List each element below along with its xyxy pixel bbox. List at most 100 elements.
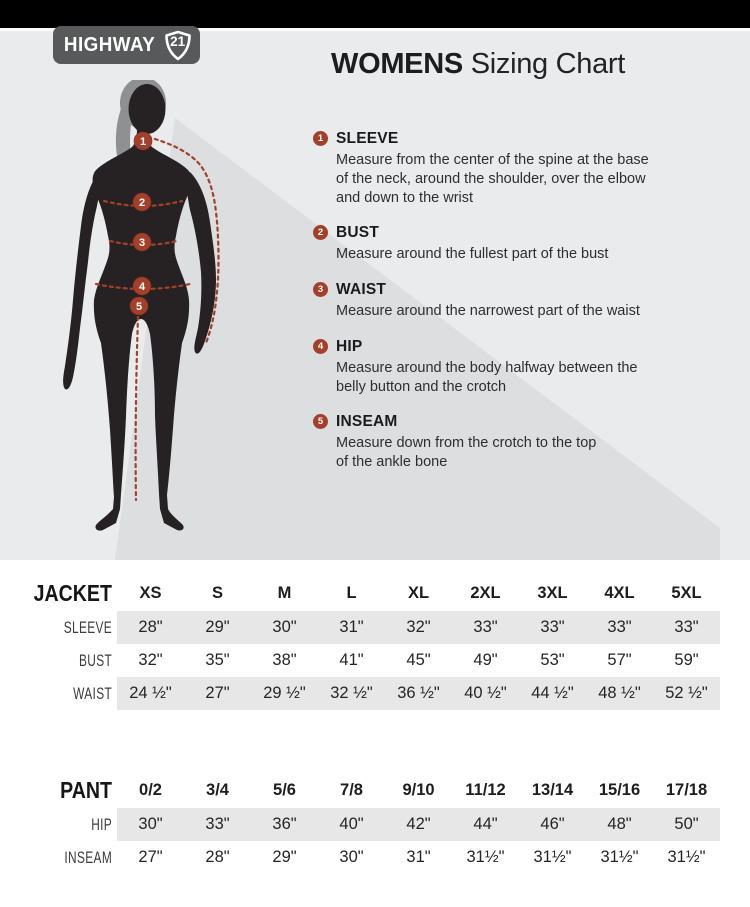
marker-3: 3 <box>132 232 152 252</box>
hip-measure-line <box>94 282 192 291</box>
row-label: HIP <box>91 815 113 834</box>
size-value: 48" <box>586 808 653 841</box>
size-column-header: L <box>346 584 357 602</box>
brand-logo: HIGHWAY 21 <box>53 26 200 64</box>
size-column-header: 5/6 <box>273 781 296 799</box>
size-value: 27" <box>184 677 251 710</box>
measurement-description: Measure around the body halfway between … <box>336 360 638 395</box>
table-row: SLEEVE 28" 29" 30" 31" 32" 33" 33" 33" 33" <box>14 611 750 644</box>
svg-text:5: 5 <box>136 301 142 313</box>
row-label: INSEAM <box>64 848 113 867</box>
size-value: 30" <box>117 808 184 841</box>
size-tables-section: JACKET XS S M L XL 2XL 3XL 4XL 5XL SLEEVE 28" 29" 30"… <box>0 560 750 907</box>
size-column-header: 15/16 <box>598 781 641 799</box>
measurement-description: Measure down from the crotch to the top … <box>336 435 597 470</box>
head-shape <box>128 84 166 134</box>
measurement-label: INSEAM <box>336 413 398 430</box>
size-value: 33" <box>184 808 251 841</box>
right-arm-shape <box>186 172 216 354</box>
size-value: 33" <box>452 611 519 644</box>
size-column-header: XL <box>407 584 430 602</box>
measurement-item-sleeve: 1 SLEEVE Measure from the center of the … <box>313 130 725 208</box>
size-value: 29" <box>272 848 297 866</box>
divider-line <box>0 28 750 31</box>
table-header-row: PANT 0/2 3/4 5/6 7/8 9/10 11/12 13/14 15/16 17/18 <box>14 772 750 808</box>
size-value: 31½" <box>533 848 572 866</box>
left-arm-shape <box>63 172 103 390</box>
size-value: 33" <box>519 611 586 644</box>
measurement-label: BUST <box>336 224 379 241</box>
size-value: 45" <box>406 651 431 669</box>
size-value: 33" <box>653 611 720 644</box>
measurement-label: HIP <box>336 338 363 355</box>
row-label: BUST <box>78 651 113 670</box>
size-value: 42" <box>385 808 452 841</box>
svg-text:1: 1 <box>140 136 146 148</box>
size-value: 24 ½" <box>117 677 184 710</box>
size-column-header: 2XL <box>470 584 501 602</box>
size-value: 59" <box>674 651 699 669</box>
bust-measure-line <box>102 199 184 208</box>
size-column-header: 5XL <box>671 584 702 602</box>
size-column-header: 0/2 <box>139 781 162 799</box>
size-value: 52 ½" <box>653 677 720 710</box>
size-value: 36 ½" <box>385 677 452 710</box>
hero-section: 1 2 3 4 5 HIGHWAY 21 WOMENS Sizing Chart <box>0 26 750 560</box>
brand-name: HIGHWAY <box>64 33 156 56</box>
marker-4: 4 <box>132 276 152 296</box>
size-value: 44" <box>452 808 519 841</box>
size-value: 29 ½" <box>251 677 318 710</box>
number-badge: 3 <box>313 282 328 297</box>
size-value: 57" <box>607 651 632 669</box>
size-column-header: 7/8 <box>340 781 363 799</box>
size-value: 27" <box>138 848 163 866</box>
size-value: 30" <box>339 848 364 866</box>
measurement-item-bust: 2 BUST Measure around the fullest part o… <box>313 224 725 264</box>
size-value: 28" <box>205 848 230 866</box>
table-row: BUST 32" 35" 38" 41" 45" 49" 53" 57" 59" <box>14 644 750 677</box>
size-column-header: 13/14 <box>531 781 574 799</box>
measurement-description: Measure around the fullest part of the b… <box>336 246 609 262</box>
size-value: 49" <box>473 651 498 669</box>
page-title: WOMENS Sizing Chart <box>331 48 625 81</box>
measurement-item-hip: 4 HIP Measure around the body halfway be… <box>313 338 725 397</box>
number-badge: 4 <box>313 339 328 354</box>
table-row: WAIST 24 ½" 27" 29 ½" 32 ½" 36 ½" 40 ½" 44 ½" 48… <box>14 677 750 710</box>
size-value: 31½" <box>600 848 639 866</box>
table-title: JACKET <box>33 580 112 606</box>
size-column-header: S <box>211 584 223 602</box>
table-title: PANT <box>60 777 112 803</box>
measurement-item-waist: 3 WAIST Measure around the narrowest par… <box>313 281 725 321</box>
size-value: 35" <box>205 651 230 669</box>
waist-measure-line <box>108 239 179 247</box>
number-badge: 1 <box>313 131 328 146</box>
table-header-row: JACKET XS S M L XL 2XL 3XL 4XL 5XL <box>14 575 750 611</box>
size-column-header: 4XL <box>604 584 635 602</box>
size-value: 33" <box>586 611 653 644</box>
title-light: Sizing Chart <box>470 48 626 80</box>
svg-text:3: 3 <box>139 237 145 249</box>
pant-size-table: PANT 0/2 3/4 5/6 7/8 9/10 11/12 13/14 15/16 17/18… <box>14 772 750 874</box>
table-row: HIP 30" 33" 36" 40" 42" 44" 46" 48" 50" <box>14 808 750 841</box>
size-column-header: M <box>277 584 292 602</box>
brand-number: 21 <box>170 33 186 49</box>
size-value: 31" <box>318 611 385 644</box>
size-column-header: 9/10 <box>402 781 435 799</box>
size-value: 40" <box>318 808 385 841</box>
size-value: 36" <box>251 808 318 841</box>
size-value: 31½" <box>667 848 706 866</box>
size-column-header: XS <box>139 584 162 602</box>
number-badge: 5 <box>313 414 328 429</box>
inseam-measure-line <box>134 315 140 502</box>
size-value: 53" <box>540 651 565 669</box>
size-value: 30" <box>251 611 318 644</box>
top-bar <box>0 0 750 28</box>
measurement-item-inseam: 5 INSEAM Measure down from the crotch to… <box>313 413 725 472</box>
size-column-header: 3/4 <box>206 781 229 799</box>
size-value: 40 ½" <box>452 677 519 710</box>
marker-2: 2 <box>132 192 152 212</box>
size-value: 31" <box>406 848 431 866</box>
size-value: 32" <box>138 651 163 669</box>
torso-legs-shape <box>92 128 192 531</box>
title-bold: WOMENS <box>331 48 463 80</box>
